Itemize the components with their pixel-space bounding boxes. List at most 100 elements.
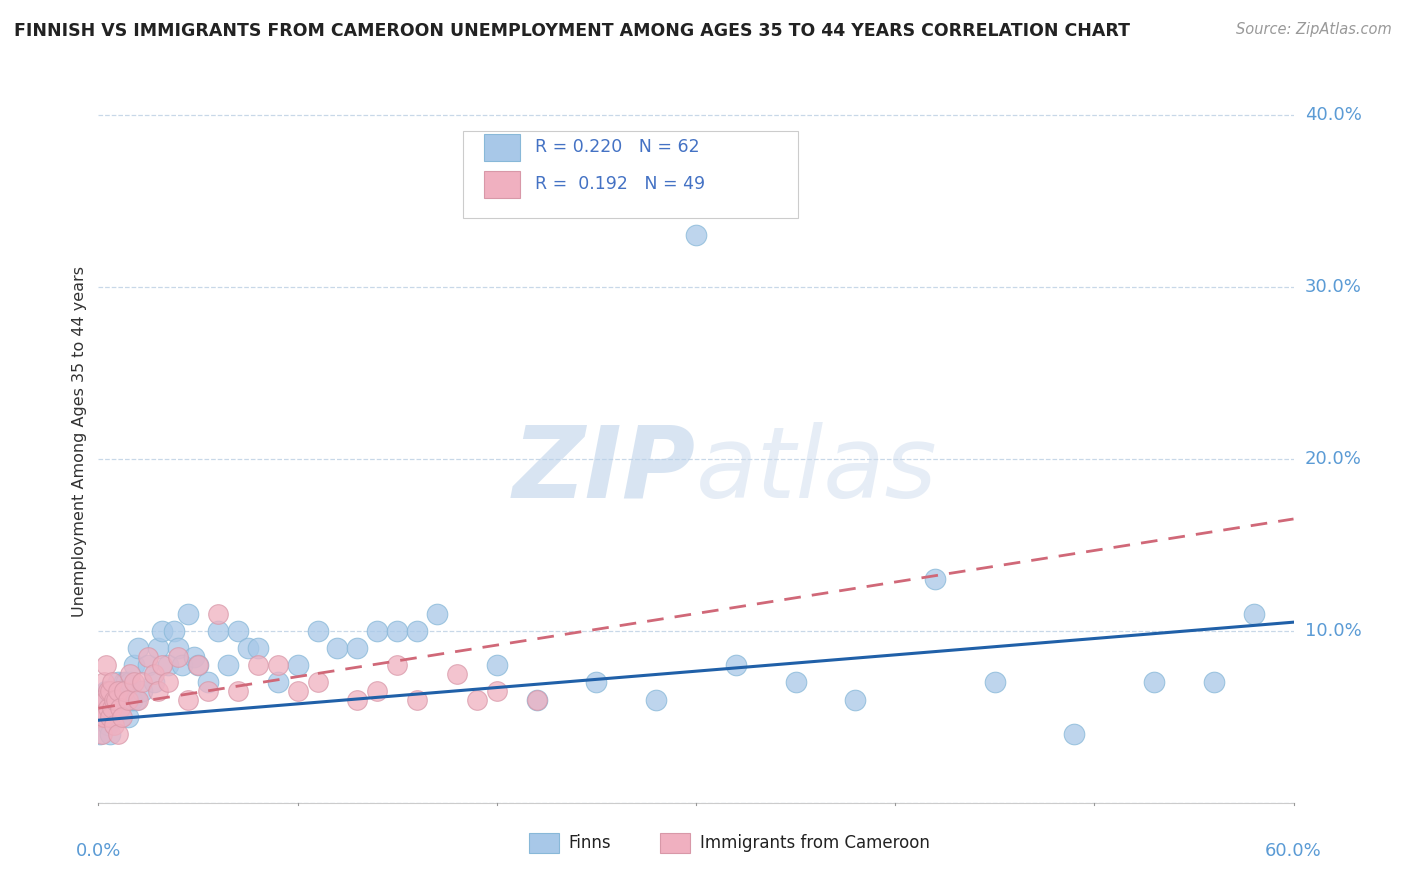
- Point: [785, 675, 807, 690]
- Point: [117, 710, 139, 724]
- Point: [107, 675, 129, 690]
- Point: [385, 658, 409, 673]
- Point: [107, 684, 129, 698]
- Text: 60.0%: 60.0%: [1265, 842, 1322, 860]
- Point: [385, 624, 409, 638]
- Text: 40.0%: 40.0%: [1305, 105, 1361, 124]
- Text: 30.0%: 30.0%: [1305, 277, 1361, 296]
- Point: [485, 658, 508, 673]
- Point: [267, 675, 290, 690]
- Point: [101, 701, 124, 715]
- Text: Immigrants from Cameroon: Immigrants from Cameroon: [700, 834, 929, 852]
- Point: [120, 666, 142, 681]
- Point: [98, 710, 122, 724]
- Point: [446, 666, 468, 681]
- Point: [110, 710, 132, 724]
- Point: [183, 649, 205, 664]
- Point: [465, 692, 488, 706]
- Text: FINNISH VS IMMIGRANTS FROM CAMEROON UNEMPLOYMENT AMONG AGES 35 TO 44 YEARS CORRE: FINNISH VS IMMIGRANTS FROM CAMEROON UNEM…: [14, 22, 1130, 40]
- Point: [98, 727, 122, 741]
- Point: [103, 710, 125, 724]
- Point: [197, 675, 219, 690]
- Point: [287, 684, 309, 698]
- Point: [585, 675, 607, 690]
- Point: [91, 727, 114, 741]
- Point: [207, 624, 229, 638]
- Point: [346, 640, 368, 655]
- Point: [645, 692, 668, 706]
- Point: [150, 624, 173, 638]
- Point: [526, 692, 548, 706]
- Text: Source: ZipAtlas.com: Source: ZipAtlas.com: [1236, 22, 1392, 37]
- Point: [110, 701, 132, 715]
- FancyBboxPatch shape: [485, 134, 520, 161]
- Point: [101, 675, 124, 690]
- Point: [127, 640, 149, 655]
- Point: [163, 624, 186, 638]
- Point: [111, 692, 134, 706]
- Point: [267, 658, 290, 673]
- Text: 0.0%: 0.0%: [76, 842, 121, 860]
- Point: [103, 718, 125, 732]
- Point: [148, 684, 170, 698]
- Point: [167, 640, 190, 655]
- Point: [207, 607, 229, 621]
- Point: [1202, 675, 1225, 690]
- Point: [307, 675, 329, 690]
- Point: [96, 692, 118, 706]
- Point: [112, 675, 135, 690]
- Point: [236, 640, 259, 655]
- Point: [91, 710, 114, 724]
- Point: [924, 572, 946, 586]
- Point: [143, 666, 166, 681]
- FancyBboxPatch shape: [661, 833, 690, 854]
- Point: [167, 649, 190, 664]
- Point: [91, 692, 114, 706]
- Point: [124, 658, 146, 673]
- Point: [89, 710, 111, 724]
- Point: [143, 675, 166, 690]
- Point: [96, 658, 118, 673]
- Point: [131, 684, 153, 698]
- Point: [217, 658, 239, 673]
- Point: [97, 684, 120, 698]
- Y-axis label: Unemployment Among Ages 35 to 44 years: Unemployment Among Ages 35 to 44 years: [72, 266, 87, 617]
- Point: [125, 692, 148, 706]
- Point: [105, 692, 128, 706]
- Point: [1063, 727, 1085, 741]
- Point: [346, 692, 368, 706]
- Point: [103, 692, 125, 706]
- Point: [187, 658, 209, 673]
- Point: [426, 607, 449, 621]
- Point: [226, 684, 249, 698]
- Point: [148, 640, 170, 655]
- Point: [136, 649, 159, 664]
- Point: [150, 658, 173, 673]
- Point: [406, 624, 429, 638]
- FancyBboxPatch shape: [463, 131, 797, 218]
- FancyBboxPatch shape: [529, 833, 558, 854]
- Point: [124, 675, 146, 690]
- Point: [307, 624, 329, 638]
- Point: [366, 684, 388, 698]
- Point: [89, 727, 111, 741]
- Point: [172, 658, 194, 673]
- Point: [984, 675, 1007, 690]
- Point: [246, 658, 269, 673]
- Point: [177, 607, 200, 621]
- Point: [724, 658, 747, 673]
- Point: [105, 692, 128, 706]
- Point: [685, 228, 707, 243]
- Point: [120, 675, 142, 690]
- Point: [406, 692, 429, 706]
- Point: [177, 692, 200, 706]
- Point: [157, 658, 180, 673]
- Point: [246, 640, 269, 655]
- Point: [287, 658, 309, 673]
- Point: [107, 727, 129, 741]
- Text: 20.0%: 20.0%: [1305, 450, 1361, 467]
- Point: [101, 701, 124, 715]
- Point: [127, 692, 149, 706]
- Text: ZIP: ZIP: [513, 422, 696, 519]
- Point: [136, 658, 159, 673]
